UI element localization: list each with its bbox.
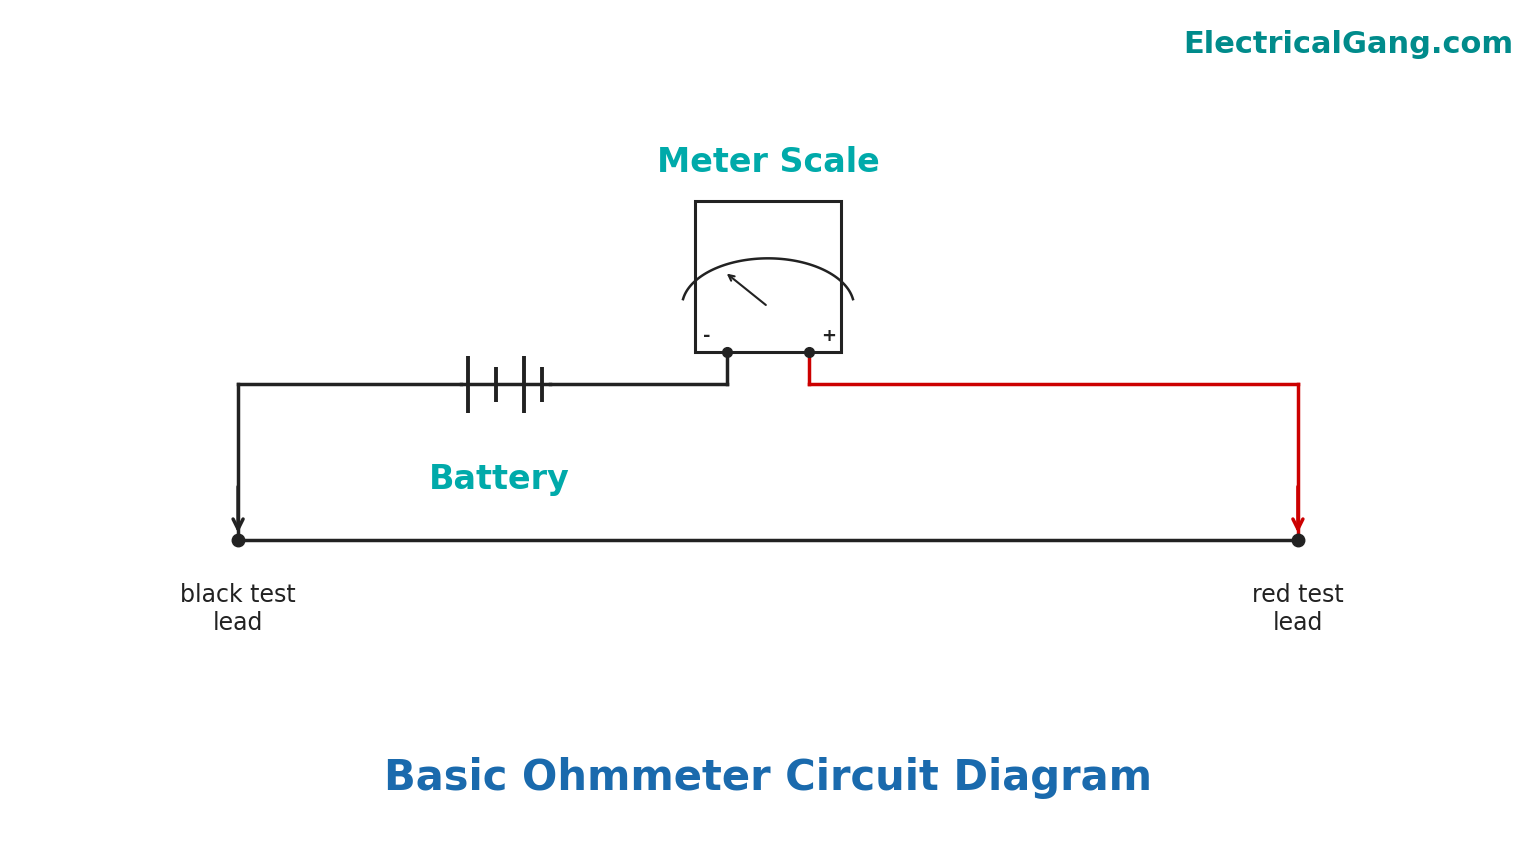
Text: Basic Ohmmeter Circuit Diagram: Basic Ohmmeter Circuit Diagram: [384, 757, 1152, 798]
Text: +: +: [822, 327, 836, 346]
Text: -: -: [703, 327, 711, 346]
Bar: [694, 200, 840, 353]
Text: red test
lead: red test lead: [1252, 583, 1344, 635]
Text: ElectricalGang.com: ElectricalGang.com: [1183, 30, 1513, 60]
Text: Meter Scale: Meter Scale: [656, 146, 880, 180]
Text: black test
lead: black test lead: [180, 583, 296, 635]
Text: Battery: Battery: [429, 463, 570, 496]
